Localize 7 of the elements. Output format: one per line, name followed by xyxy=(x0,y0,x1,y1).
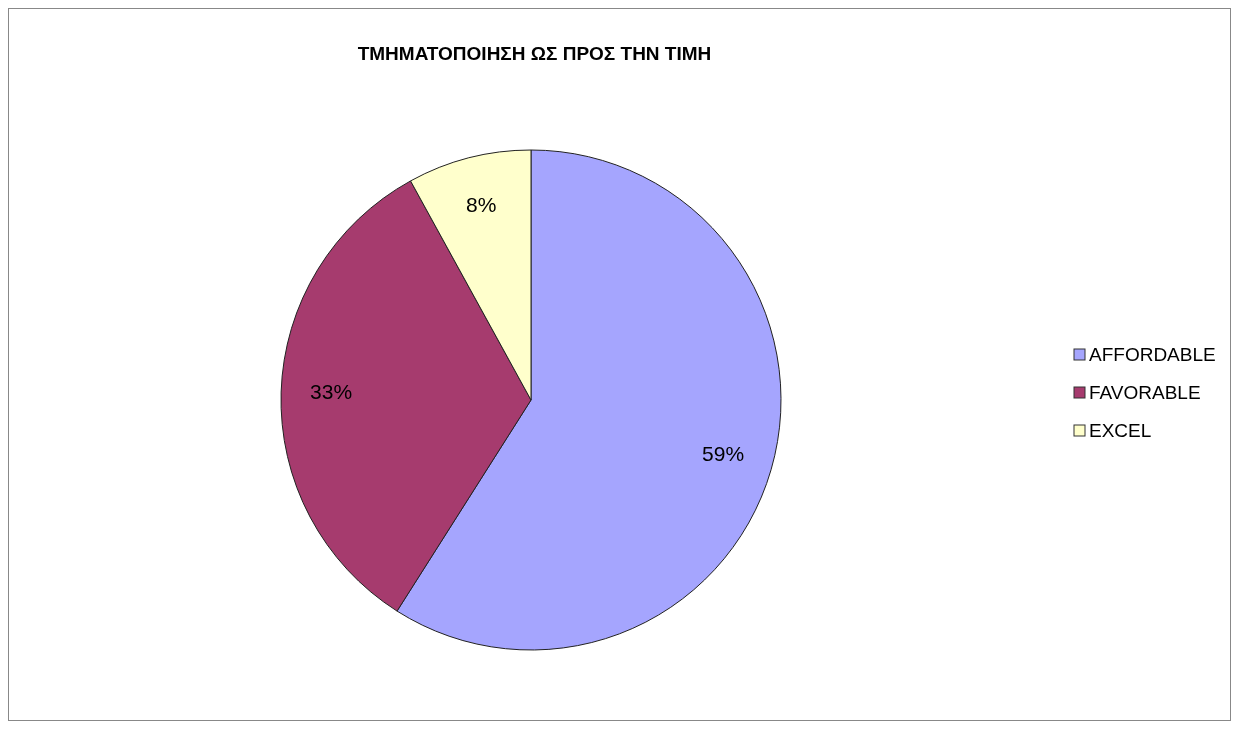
data-label: 59% xyxy=(702,442,745,466)
chart-title: ΤΜΗΜΑΤΟΠΟΙΗΣΗ ΩΣ ΠΡΟΣ ΤΗΝ ΤΙΜΗ xyxy=(357,43,712,64)
legend-label: EXCEL xyxy=(1089,420,1152,442)
legend-label: AFFORDABLE xyxy=(1089,344,1216,366)
data-label: 33% xyxy=(310,380,353,404)
legend-label: FAVORABLE xyxy=(1089,382,1201,404)
data-label: 8% xyxy=(466,192,497,216)
